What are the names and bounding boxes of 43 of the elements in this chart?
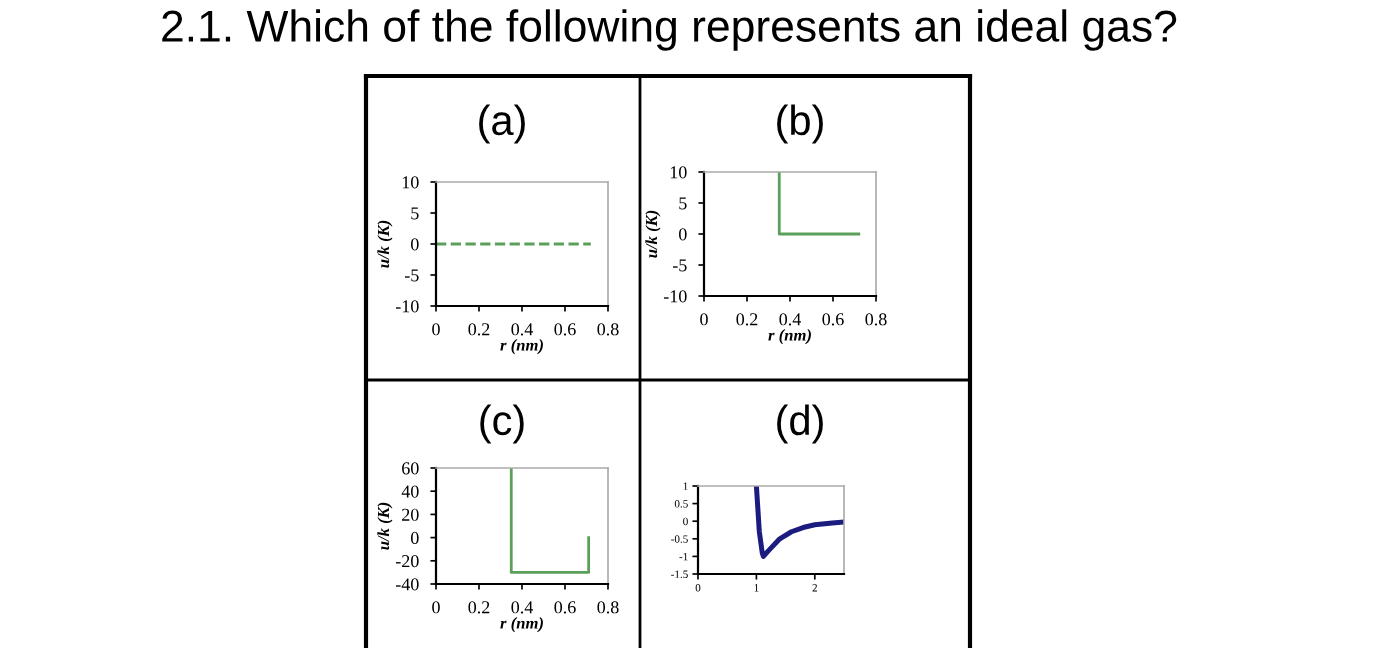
y-tick-label: 5 xyxy=(411,207,419,220)
y-axis-title: u/k (K) xyxy=(645,210,661,258)
chart-title: (a) xyxy=(479,104,525,144)
x-axis-title: r (nm) xyxy=(500,617,543,633)
y-axis-title: u/k (K) xyxy=(377,502,393,550)
x-tick-label: 0.6 xyxy=(554,601,576,614)
x-tick-label: 0.2 xyxy=(736,313,758,326)
x-tick-label: 0.6 xyxy=(822,313,844,326)
x-axis-title: r (nm) xyxy=(768,329,811,345)
x-tick-label: 0.8 xyxy=(865,313,887,326)
x-tick-label: 0.4 xyxy=(511,323,533,336)
y-tick-label: 20 xyxy=(402,508,419,521)
x-tick-label: 0.8 xyxy=(597,601,619,614)
y-tick-label: -10 xyxy=(395,300,419,313)
x-tick-label: 0.6 xyxy=(554,323,576,336)
line-series xyxy=(753,486,844,559)
chart-title: (b) xyxy=(777,104,823,144)
y-tick-label: 0 xyxy=(410,238,419,251)
x-tick-label: 0 xyxy=(432,323,440,336)
y-tick-label: 5 xyxy=(679,197,687,210)
y-tick-label: 0 xyxy=(678,228,687,241)
y-tick-label: 0 xyxy=(410,531,419,545)
y-tick-label: -5 xyxy=(404,269,419,282)
x-tick-label: 0.2 xyxy=(468,323,490,336)
chart-title: (d) xyxy=(777,404,823,444)
x-tick-label: 0.8 xyxy=(597,323,619,336)
x-tick-label: 0 xyxy=(700,313,708,326)
y-tick-label: -40 xyxy=(395,578,419,591)
chart-title: (c) xyxy=(480,404,524,444)
y-tick-label: -10 xyxy=(663,290,687,303)
y-tick-label: 10 xyxy=(670,166,687,179)
x-axis-title: r (nm) xyxy=(500,339,543,355)
x-tick-label: 0 xyxy=(432,601,440,614)
y-tick-label: 60 xyxy=(402,462,419,475)
y-tick-label: 40 xyxy=(401,485,419,498)
y-tick-label: -20 xyxy=(395,555,419,568)
text: 2.1. Which of the following represents an ideal gas? xyxy=(162,9,1177,51)
y-axis-title: u/k (K) xyxy=(377,220,393,268)
y-tick-label: -5 xyxy=(672,259,687,272)
x-tick-label: 0.4 xyxy=(779,313,801,326)
x-tick-label: 0.4 xyxy=(511,601,533,614)
y-tick-label: 10 xyxy=(402,176,419,189)
x-tick-label: 0.2 xyxy=(468,601,490,614)
